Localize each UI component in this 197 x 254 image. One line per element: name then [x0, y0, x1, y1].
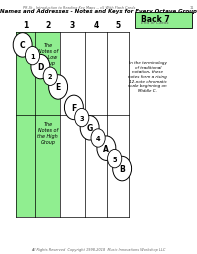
Circle shape	[31, 55, 50, 80]
Text: 1: 1	[30, 53, 35, 59]
Text: The
Notes of
the High
Group: The Notes of the High Group	[37, 122, 58, 144]
Text: B: B	[119, 164, 125, 173]
Text: In the terminology
of traditional
notation, these
notes form a rising
12-note ch: In the terminology of traditional notati…	[128, 61, 167, 92]
Text: A: A	[103, 144, 109, 153]
Circle shape	[91, 129, 105, 148]
Text: 11: 11	[190, 6, 194, 10]
Text: 2: 2	[48, 74, 53, 80]
Text: D: D	[37, 63, 44, 72]
Text: 4: 4	[96, 135, 100, 141]
Text: 1: 1	[23, 21, 28, 30]
Text: E: E	[56, 83, 61, 92]
Circle shape	[13, 34, 32, 58]
Circle shape	[49, 75, 68, 100]
Circle shape	[80, 116, 99, 140]
Circle shape	[75, 109, 89, 127]
Text: End of Cards: End of Cards	[141, 21, 168, 25]
Circle shape	[25, 47, 40, 66]
Text: Back 7: Back 7	[141, 15, 170, 24]
Bar	[16, 33, 60, 217]
Text: Names and Addresses - Notes and Keys for Every Octave Group: Names and Addresses - Notes and Keys for…	[0, 9, 197, 14]
Circle shape	[108, 150, 122, 168]
Text: F: F	[71, 103, 76, 113]
Circle shape	[43, 68, 57, 86]
Text: All Rights Reserved  Copyright 1998-2018  Music Innovations Workshop LLC: All Rights Reserved Copyright 1998-2018 …	[31, 247, 166, 251]
Bar	[135, 13, 192, 29]
Text: PR-St - Introduction to Reading Key Maps -- v5 With Flash Cards: PR-St - Introduction to Reading Key Maps…	[23, 6, 135, 10]
Text: 3: 3	[70, 21, 75, 30]
Circle shape	[113, 157, 132, 181]
Text: 3: 3	[79, 115, 84, 121]
Text: 5: 5	[116, 21, 121, 30]
Circle shape	[64, 96, 83, 120]
Circle shape	[97, 136, 116, 161]
Text: 4: 4	[94, 21, 99, 30]
Text: 5: 5	[112, 156, 117, 162]
Text: G: G	[86, 124, 93, 133]
Text: The
Notes of
the Low
Group: The Notes of the Low Group	[38, 43, 58, 66]
Text: C: C	[20, 41, 25, 50]
Text: 2: 2	[45, 21, 50, 30]
